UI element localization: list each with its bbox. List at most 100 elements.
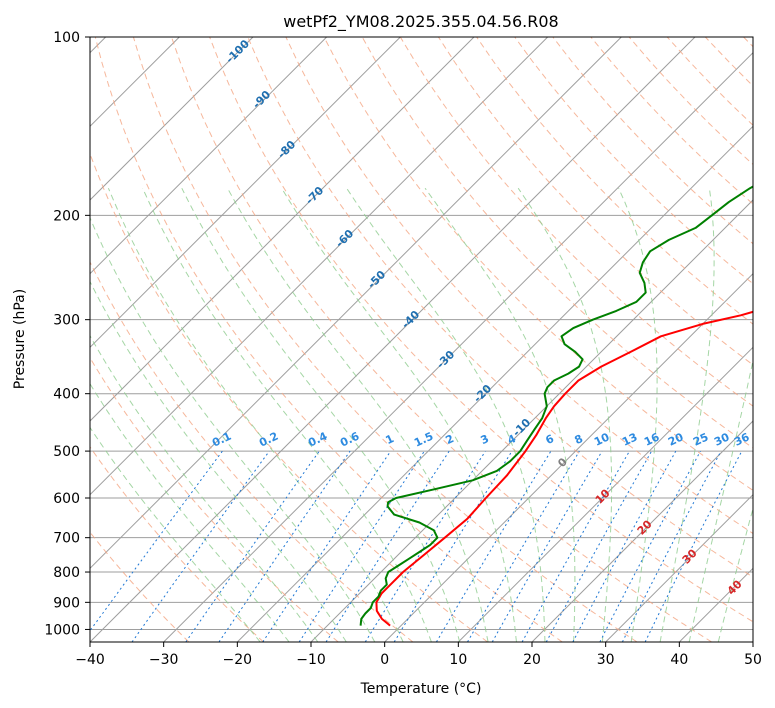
moist-adiabat-line — [346, 187, 546, 642]
dry-adiabat-line — [476, 37, 753, 325]
y-tick-label: 800 — [53, 565, 80, 581]
mixing-ratio-line — [364, 450, 486, 642]
mixing-ratio-label: 0.2 — [257, 430, 280, 450]
moist-adiabat-line — [107, 188, 404, 642]
dry-adiabat-line — [90, 356, 339, 642]
moist-adiabat-line — [181, 187, 461, 642]
mixing-ratio-line — [298, 450, 425, 642]
dry-adiabat-line — [514, 37, 753, 285]
dry-adiabat-line — [666, 37, 753, 126]
moist-adiabat-line — [688, 358, 753, 642]
dry-adiabat-line — [90, 446, 264, 642]
dry-adiabat-line — [743, 37, 753, 48]
isotherm-line — [457, 346, 753, 642]
dry-adiabat-line — [132, 37, 638, 642]
moist-adiabat-line — [90, 216, 376, 642]
dry-adiabat-line — [590, 37, 753, 205]
isotherm-line — [163, 51, 753, 642]
moist-adiabat-line — [281, 187, 517, 642]
dry-adiabat-line — [323, 37, 753, 491]
mixing-ratio-label: 8 — [573, 432, 585, 447]
moist-adiabat-line — [90, 280, 347, 642]
mixing-ratio-label: 16 — [642, 430, 662, 448]
mixing-ratio-label: 2 — [444, 432, 456, 447]
mixing-ratio-line — [521, 450, 630, 642]
mixing-ratio-line — [572, 450, 677, 642]
dry-adiabat-line — [171, 37, 712, 642]
mixing-ratio-label: 6 — [544, 432, 557, 447]
x-tick-label: −40 — [75, 652, 105, 668]
moist-adiabat-label: 40 — [725, 577, 745, 597]
mixing-ratio-label: 1 — [384, 432, 396, 447]
plot-frame — [89, 36, 754, 643]
mixing-ratio-label: 30 — [712, 430, 732, 448]
mixing-ratio-line — [393, 450, 513, 642]
dry-adiabat-line — [90, 260, 414, 642]
chart-title: wetPf2_YM08.2025.355.04.56.R08 — [283, 12, 558, 32]
moist-adiabat-line — [618, 187, 658, 642]
temperature-line — [375, 310, 753, 627]
isotherm-line — [90, 37, 328, 275]
x-tick-label: 20 — [523, 652, 541, 668]
mixing-ratio-label: 25 — [691, 430, 710, 448]
x-tick-label: 0 — [380, 652, 389, 668]
dewpoint-line — [359, 185, 753, 626]
y-axis-label: Pressure (hPa) — [12, 289, 28, 389]
y-axis-ticks: 1000 900 800 700 600 500 400 300 200 100 — [44, 30, 90, 638]
x-axis-ticks: −40 −30 −20 −10 0 10 20 30 40 50 — [75, 642, 762, 668]
isotherm-line — [752, 641, 753, 642]
isotherm-line — [90, 37, 401, 349]
isotherm-line — [310, 199, 753, 642]
dry-adiabat-label: -90 — [250, 88, 273, 111]
x-tick-label: 30 — [597, 652, 615, 668]
dry-adiabat-label: -40 — [399, 308, 422, 331]
moist-adiabat-line — [659, 188, 715, 642]
isotherm-line — [90, 37, 549, 496]
mixing-ratio-line — [325, 450, 450, 642]
mixing-ratio-line — [218, 450, 351, 642]
dry-adiabat-label: -60 — [333, 227, 356, 250]
mixing-ratio-label: 3 — [479, 432, 491, 447]
dry-adiabat-line — [90, 152, 488, 642]
y-tick-label: 100 — [53, 30, 80, 46]
moist-adiabat-label: 20 — [635, 517, 655, 537]
dry-adiabat-line — [704, 37, 753, 87]
isotherm-lines — [90, 37, 753, 642]
mixing-ratio-label: 36 — [732, 430, 752, 448]
y-tick-label: 900 — [53, 595, 80, 611]
isotherm-line — [90, 37, 622, 570]
mixing-ratio-lines — [90, 450, 743, 642]
y-tick-label: 700 — [53, 531, 80, 547]
isotherm-line — [236, 125, 753, 642]
dry-adiabat-label: -20 — [471, 382, 494, 405]
mixing-ratio-line — [262, 450, 392, 642]
x-tick-label: −20 — [223, 652, 253, 668]
isotherm-line — [90, 37, 475, 422]
mixing-ratio-line — [131, 450, 270, 642]
x-tick-label: 40 — [670, 652, 688, 668]
mixing-ratio-line — [491, 450, 603, 642]
mixing-ratio-line — [467, 450, 580, 642]
moist-adiabat-line — [517, 187, 613, 642]
dry-adiabat-line — [285, 37, 753, 535]
moist-adiabat-line — [227, 187, 489, 642]
moist-adiabat-line — [717, 506, 753, 642]
y-tick-label: 1000 — [44, 622, 80, 638]
isotherm-line — [531, 420, 753, 642]
plot-area: -100-90-80-70-60-50-40-30-20-100.1 0.2 0.4… — [90, 37, 753, 642]
mixing-ratio-line — [90, 450, 223, 632]
moist-adiabat-line — [90, 426, 261, 642]
mixing-ratio-line — [435, 450, 552, 642]
moist-adiabat-label: 30 — [680, 546, 700, 566]
dry-adiabat-line — [437, 37, 753, 366]
x-tick-label: −10 — [296, 652, 326, 668]
moist-adiabat-line — [142, 187, 432, 642]
y-tick-label: 300 — [53, 313, 80, 329]
mixing-ratio-line — [545, 450, 653, 642]
mixing-ratio-line — [621, 450, 722, 642]
mixing-ratio-label: 0.4 — [306, 429, 329, 449]
x-tick-label: 10 — [449, 652, 467, 668]
moist-adiabat-line — [90, 382, 290, 642]
dry-adiabat-line — [94, 37, 563, 642]
